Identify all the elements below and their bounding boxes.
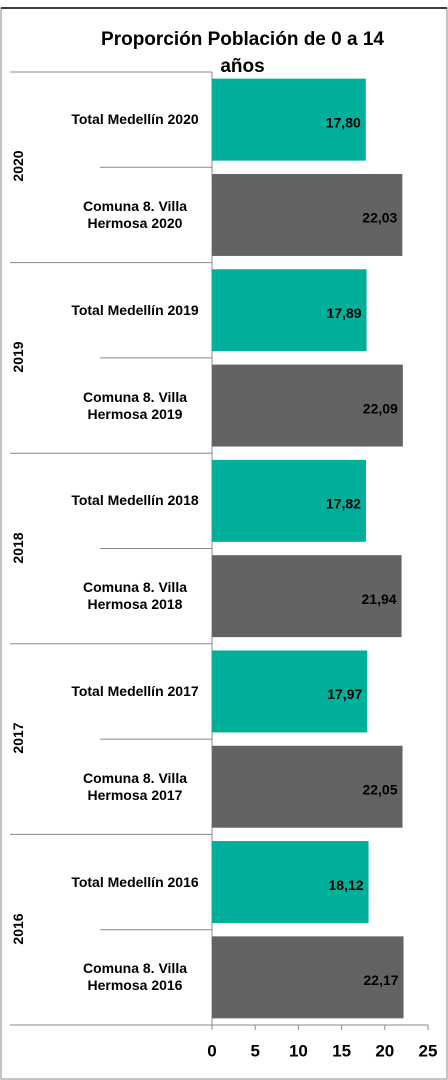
group-label: 2017 <box>10 722 26 754</box>
bar <box>212 745 403 828</box>
bar <box>212 459 366 542</box>
x-tick-label: 25 <box>419 1041 438 1060</box>
bar <box>212 936 404 1019</box>
y-tick-label: Total Medellín 2020 <box>71 111 199 128</box>
bar <box>212 364 403 447</box>
group-label: 2020 <box>10 150 26 182</box>
chart-title: Proporción Población de 0 a 14 años <box>101 29 384 77</box>
bar <box>212 173 403 256</box>
value-label: 17,89 <box>327 305 362 321</box>
y-tick-label: Comuna 8. Villa Hermosa 2020 <box>83 197 187 231</box>
y-tick-label: Comuna 8. Villa Hermosa 2016 <box>83 960 187 994</box>
y-tick-label: Total Medellín 2018 <box>71 492 199 509</box>
bar <box>212 555 402 638</box>
y-tick-label: Total Medellín 2016 <box>71 873 199 890</box>
value-label: 17,97 <box>327 686 362 702</box>
bar <box>212 841 369 924</box>
group-label: 2019 <box>10 341 26 373</box>
y-tick-label: Comuna 8. Villa Hermosa 2017 <box>83 769 187 803</box>
bar <box>212 650 368 733</box>
x-tick-label: 0 <box>207 1041 216 1060</box>
y-tick-label: Total Medellín 2017 <box>71 682 199 699</box>
y-tick-label: Comuna 8. Villa Hermosa 2019 <box>83 388 187 422</box>
x-tick-label: 15 <box>332 1041 351 1060</box>
value-label: 18,12 <box>329 877 364 893</box>
x-tick-label: 5 <box>250 1041 259 1060</box>
group-label: 2018 <box>10 531 26 564</box>
value-label: 22,05 <box>362 781 397 797</box>
x-tick-label: 10 <box>289 1041 308 1060</box>
value-label: 17,82 <box>326 496 361 512</box>
value-label: 21,94 <box>362 591 397 607</box>
x-tick-label: 20 <box>375 1041 394 1060</box>
value-label: 17,80 <box>326 114 361 130</box>
value-label: 22,03 <box>362 210 397 226</box>
y-tick-label: Total Medellín 2019 <box>71 301 199 318</box>
value-label: 22,17 <box>364 972 399 988</box>
value-label: 22,09 <box>363 400 398 416</box>
y-tick-label: Comuna 8. Villa Hermosa 2018 <box>83 579 187 613</box>
bar <box>212 78 366 161</box>
bar <box>212 269 367 352</box>
group-label: 2016 <box>10 913 26 945</box>
